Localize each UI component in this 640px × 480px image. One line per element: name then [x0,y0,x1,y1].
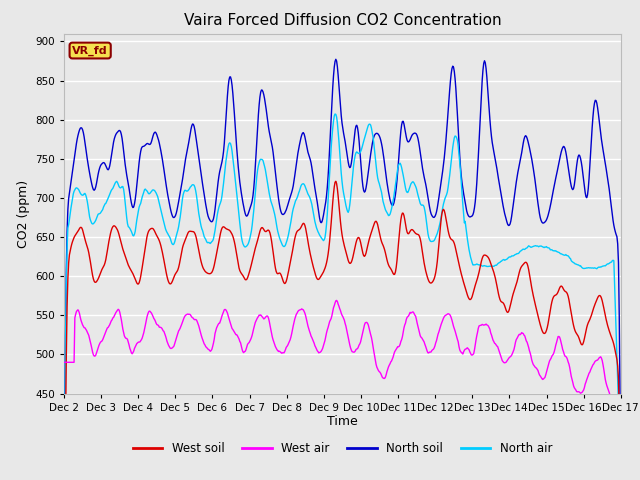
Legend: West soil, West air, North soil, North air: West soil, West air, North soil, North a… [128,437,557,460]
Y-axis label: CO2 (ppm): CO2 (ppm) [17,180,29,248]
Title: Vaira Forced Diffusion CO2 Concentration: Vaira Forced Diffusion CO2 Concentration [184,13,501,28]
Text: VR_fd: VR_fd [72,46,108,56]
X-axis label: Time: Time [327,415,358,429]
